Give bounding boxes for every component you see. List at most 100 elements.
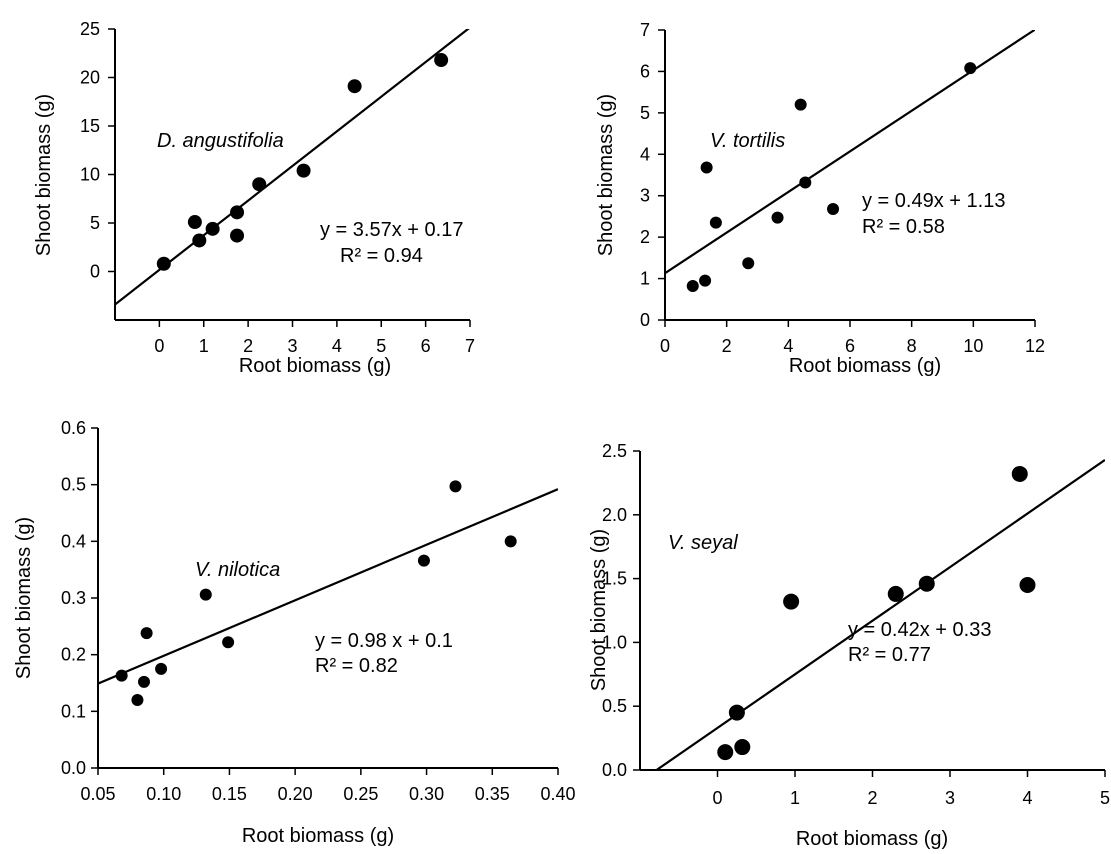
x-tick-label: 1 bbox=[790, 788, 800, 808]
data-point bbox=[192, 233, 207, 248]
data-point bbox=[138, 675, 150, 688]
x-tick-label: 7 bbox=[465, 336, 475, 356]
data-point bbox=[252, 177, 267, 192]
y-tick-label: 20 bbox=[80, 68, 100, 88]
regression-equation: y = 0.42x + 0.33 bbox=[848, 619, 991, 641]
y-tick-label: 1.0 bbox=[602, 632, 627, 652]
data-point bbox=[709, 216, 722, 229]
x-axis-label: Root biomass (g) bbox=[789, 355, 941, 377]
data-point bbox=[1019, 576, 1036, 593]
y-tick-label: 0.3 bbox=[61, 588, 86, 608]
y-tick-label: 0 bbox=[640, 310, 650, 330]
r-squared-label: R² = 0.82 bbox=[315, 655, 398, 677]
data-point bbox=[686, 280, 699, 293]
trend-line bbox=[654, 459, 1105, 770]
y-axis-label: Shoot biomass (g) bbox=[595, 94, 617, 256]
data-point bbox=[799, 176, 812, 189]
y-tick-label: 2 bbox=[640, 227, 650, 247]
y-tick-label: 0.5 bbox=[602, 696, 627, 716]
species-label: V. nilotica bbox=[195, 559, 280, 581]
y-tick-label: 4 bbox=[640, 144, 650, 164]
data-point bbox=[222, 636, 235, 649]
x-tick-label: 0.40 bbox=[540, 784, 575, 804]
y-axis-label: Shoot biomass (g) bbox=[588, 529, 610, 691]
data-point bbox=[700, 161, 713, 174]
x-tick-label: 8 bbox=[907, 336, 917, 356]
data-point bbox=[417, 554, 430, 567]
data-point bbox=[296, 163, 311, 178]
r-squared-label: R² = 0.58 bbox=[862, 216, 945, 238]
data-point bbox=[734, 739, 751, 756]
x-tick-label: 6 bbox=[845, 336, 855, 356]
x-tick-label: 0.35 bbox=[475, 784, 510, 804]
data-point bbox=[728, 704, 745, 721]
y-tick-label: 0 bbox=[90, 262, 100, 282]
y-tick-label: 0.1 bbox=[61, 701, 86, 721]
data-point bbox=[131, 694, 144, 706]
r-squared-label: R² = 0.94 bbox=[340, 245, 423, 267]
data-point bbox=[347, 79, 362, 94]
y-tick-label: 15 bbox=[80, 116, 100, 136]
x-tick-label: 5 bbox=[1100, 788, 1110, 808]
data-point bbox=[115, 669, 128, 682]
data-point bbox=[140, 627, 153, 640]
data-point bbox=[827, 202, 840, 215]
x-tick-label: 12 bbox=[1025, 336, 1045, 356]
species-label: V. tortilis bbox=[710, 130, 785, 152]
x-tick-label: 0.30 bbox=[409, 784, 444, 804]
y-tick-label: 5 bbox=[640, 103, 650, 123]
x-tick-label: 3 bbox=[945, 788, 955, 808]
r-squared-label: R² = 0.77 bbox=[848, 644, 931, 666]
data-point bbox=[717, 744, 734, 761]
data-point bbox=[230, 228, 245, 243]
y-tick-label: 0.2 bbox=[61, 645, 86, 665]
x-tick-label: 3 bbox=[287, 336, 297, 356]
y-tick-label: 25 bbox=[80, 19, 100, 39]
data-point bbox=[964, 62, 977, 75]
data-point bbox=[504, 535, 517, 548]
x-tick-label: 5 bbox=[376, 336, 386, 356]
chart-panel-1: 0 1 2 3 4 5 6 7 0 5 10 15 20 25 Root biomass (g) Shoot … bbox=[33, 19, 475, 377]
x-tick-label: 2 bbox=[722, 336, 732, 356]
data-point bbox=[1011, 465, 1028, 482]
y-tick-label: 3 bbox=[640, 186, 650, 206]
species-label: V. seyal bbox=[668, 532, 738, 554]
data-point bbox=[742, 257, 755, 270]
x-tick-label: 0.25 bbox=[343, 784, 378, 804]
x-tick-label: 6 bbox=[421, 336, 431, 356]
y-axis-label: Shoot biomass (g) bbox=[13, 517, 35, 679]
regression-equation: y = 0.98 x + 0.1 bbox=[315, 630, 453, 652]
data-point bbox=[434, 53, 449, 68]
x-tick-label: 1 bbox=[199, 336, 209, 356]
chart-panel-4: 0 1 2 3 4 5 0.0 0.5 1.0 1.5 2.0 2.5 Root biomass (g)… bbox=[588, 441, 1110, 850]
y-tick-label: 2.5 bbox=[602, 441, 627, 461]
data-point bbox=[156, 256, 171, 271]
x-axis-label: Root biomass (g) bbox=[796, 828, 948, 850]
data-point bbox=[918, 575, 935, 592]
y-tick-label: 2.0 bbox=[602, 505, 627, 525]
x-axis-label: Root biomass (g) bbox=[239, 355, 391, 377]
x-axis-label: Root biomass (g) bbox=[242, 825, 394, 847]
x-tick-label: 0 bbox=[660, 336, 670, 356]
y-tick-label: 1.5 bbox=[602, 569, 627, 589]
y-tick-label: 0.4 bbox=[61, 531, 86, 551]
y-tick-label: 1 bbox=[640, 269, 650, 289]
y-tick-label: 5 bbox=[90, 213, 100, 233]
data-point bbox=[771, 211, 784, 224]
x-tick-label: 0.05 bbox=[80, 784, 115, 804]
data-point bbox=[699, 274, 712, 287]
y-tick-label: 0.5 bbox=[61, 475, 86, 495]
x-tick-label: 0.10 bbox=[146, 784, 181, 804]
x-tick-label: 2 bbox=[243, 336, 253, 356]
data-point bbox=[199, 588, 212, 601]
data-point bbox=[230, 205, 245, 220]
trend-line bbox=[115, 29, 470, 306]
x-tick-label: 4 bbox=[332, 336, 342, 356]
x-tick-label: 4 bbox=[783, 336, 793, 356]
species-label: D. angustifolia bbox=[157, 130, 284, 152]
y-tick-label: 0.0 bbox=[602, 760, 627, 780]
x-tick-label: 10 bbox=[963, 336, 983, 356]
x-tick-label: 0.20 bbox=[278, 784, 313, 804]
